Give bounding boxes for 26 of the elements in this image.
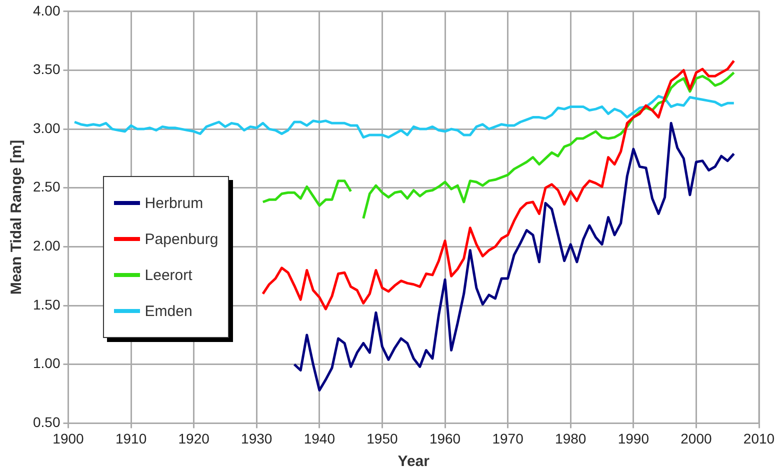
x-tick-label: 1920 [178, 430, 210, 446]
x-axis-title: Year [398, 453, 430, 470]
legend-label: Papenburg [144, 230, 218, 248]
y-tick-label: 0.50 [33, 414, 60, 430]
x-tick-label: 1970 [492, 430, 524, 446]
x-tick-label: 2010 [743, 430, 775, 446]
x-tick-label: 1980 [555, 430, 586, 446]
y-axis-title: Mean Tidal Range [m] [8, 140, 26, 295]
x-tick-label: 1990 [618, 430, 650, 446]
x-tick-label: 1900 [52, 430, 84, 446]
x-tick-label: 2000 [680, 430, 712, 446]
legend-label: Emden [144, 302, 192, 320]
x-tick-label: 1950 [366, 430, 398, 446]
y-tick-label: 2.50 [33, 178, 60, 195]
y-tick-label: 3.00 [33, 120, 60, 136]
y-tick-label: 4.00 [33, 2, 60, 18]
x-tick-label: 1960 [429, 430, 461, 446]
y-tick-label: 1.00 [33, 355, 60, 372]
legend-label: Leerort [144, 266, 192, 284]
y-tick-label: 2.00 [33, 238, 60, 254]
legend-label: Herbrum [144, 194, 204, 212]
y-tick-label: 3.50 [33, 61, 60, 78]
x-tick-label: 1930 [241, 430, 272, 446]
x-tick-label: 1910 [115, 430, 147, 446]
x-tick-label: 1940 [304, 430, 336, 446]
y-tick-label: 1.50 [33, 296, 60, 312]
